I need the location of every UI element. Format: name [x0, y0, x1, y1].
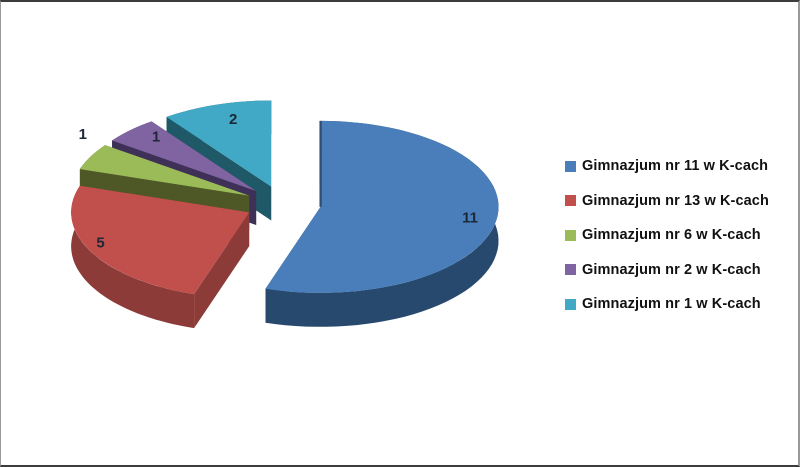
legend-label: Gimnazjum nr 11 w K-cach	[582, 158, 769, 175]
chart-legend: Gimnazjum nr 11 w K-cach Gimnazjum nr 13 …	[565, 149, 769, 322]
legend-swatch-icon	[565, 264, 576, 276]
legend-item-3: Gimnazjum nr 2 w K-cach	[565, 253, 769, 288]
legend-label: Gimnazjum nr 2 w K-cach	[582, 261, 761, 278]
data-label-2: 1	[79, 126, 87, 143]
legend-item-0: Gimnazjum nr 11 w K-cach	[565, 149, 769, 184]
pie-slice-top-1	[71, 185, 250, 295]
legend-label: Gimnazjum nr 13 w K-cach	[582, 192, 769, 209]
legend-swatch-icon	[565, 298, 576, 310]
pie-slice-rim-1	[71, 185, 195, 329]
pie-slice-top-4	[166, 100, 272, 187]
pie-slice-top-3	[112, 121, 257, 192]
legend-swatch-icon	[565, 195, 576, 207]
pie-slice-top-0	[265, 120, 499, 293]
data-label-0: 11	[462, 209, 478, 226]
pie-slice-top-2	[79, 145, 250, 196]
legend-item-1: Gimnazjum nr 13 w K-cach	[565, 184, 769, 219]
legend-swatch-icon	[565, 229, 576, 241]
legend-item-2: Gimnazjum nr 6 w K-cach	[565, 218, 769, 253]
legend-item-4: Gimnazjum nr 1 w K-cach	[565, 287, 769, 322]
legend-label: Gimnazjum nr 6 w K-cach	[582, 227, 761, 244]
legend-swatch-icon	[565, 160, 576, 172]
data-label-3: 1	[152, 128, 160, 145]
data-label-4: 2	[229, 111, 237, 128]
legend-label: Gimnazjum nr 1 w K-cach	[582, 296, 761, 313]
data-label-1: 5	[96, 234, 104, 251]
